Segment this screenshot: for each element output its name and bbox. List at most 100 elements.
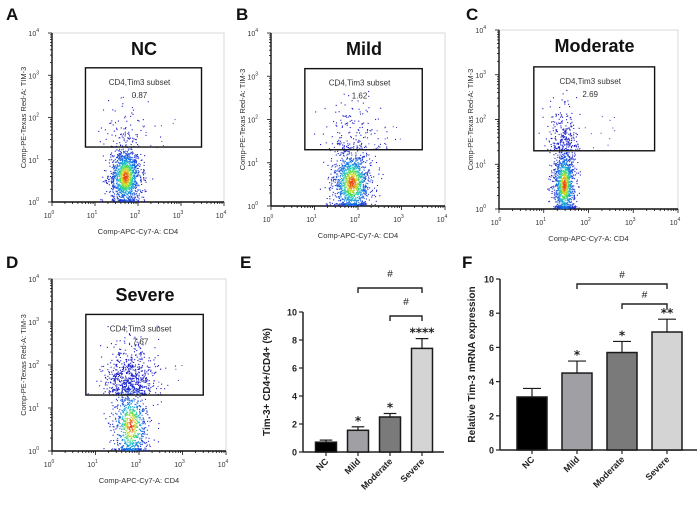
event-dot [344,199,346,201]
flow-title: Moderate [554,36,634,56]
event-dot [141,159,143,161]
event-dot [347,191,349,194]
event-dot [351,180,353,182]
event-dot [99,141,101,143]
event-dot [562,169,564,171]
event-dot [571,137,573,139]
event-dot [564,168,566,171]
event-dot [564,180,566,183]
event-dot [567,164,569,166]
event-dot [351,122,354,124]
event-dot [574,206,576,208]
event-dot [371,196,373,198]
panel-letter-f: F [462,253,472,272]
event-dot [370,179,372,181]
event-dot [360,203,362,205]
event-dot [343,162,345,164]
event-dot [105,170,107,172]
event-dot [129,184,132,186]
event-dot [362,188,364,190]
event-dot [341,173,343,175]
event-dot [362,202,364,204]
event-dot [560,157,562,159]
event-dot [347,187,349,189]
event-dot [125,178,127,180]
event-dot [357,194,359,196]
event-dot [144,191,146,193]
event-dot [145,177,147,179]
event-dot [117,359,119,361]
event-dot [119,200,121,202]
event-dot [126,187,128,189]
event-dot [360,166,363,168]
flow-plot-severe: 100 101 102 103 104100101102103104Comp-APC-C… [19,274,229,485]
event-dot [558,169,560,171]
event-dot [132,180,134,182]
event-dot [137,173,139,175]
event-dot [355,139,357,141]
event-dot [127,199,130,201]
event-dot [116,197,118,199]
event-dot [565,192,568,194]
event-dot [564,164,567,166]
event-dot [351,167,353,169]
event-dot [358,178,360,181]
event-dot [111,177,113,179]
event-dot [355,164,357,166]
event-dot [613,117,615,119]
event-dot [561,195,563,197]
event-dot [566,187,568,189]
event-dot [352,176,354,178]
event-dot [127,381,129,383]
event-dot [567,176,569,178]
event-dot [559,193,561,195]
event-dot [553,177,555,179]
event-dot [112,199,114,201]
event-dot [135,162,137,164]
event-dot [131,400,133,402]
event-dot [123,150,125,152]
event-dot [127,425,129,427]
event-dot [144,200,146,202]
event-dot [558,163,560,165]
event-dot [339,191,341,193]
event-dot [127,137,129,139]
event-dot [563,144,565,146]
event-dot [560,205,562,207]
event-dot [137,449,139,451]
event-dot [329,203,331,205]
event-dot [558,187,560,189]
event-dot [138,367,140,369]
event-dot [347,177,349,179]
event-dot [561,138,563,140]
event-dot [134,376,136,378]
event-dot [346,172,348,174]
event-dot [353,142,355,144]
event-dot [561,201,563,203]
event-dot [561,205,563,207]
event-dot [112,200,114,202]
event-dot [132,445,134,447]
event-dot [350,203,352,205]
event-dot [569,207,571,209]
event-dot [567,160,569,162]
event-dot [115,169,117,171]
event-dot [351,198,353,200]
event-dot [117,156,119,158]
event-dot [118,183,121,186]
event-dot [560,133,562,135]
event-dot [553,124,555,126]
event-dot [121,160,123,162]
event-dot [336,125,338,127]
event-dot [556,207,558,209]
event-dot [553,147,555,149]
event-dot [343,203,345,205]
event-dot [570,170,573,172]
event-dot [360,162,363,164]
event-dot [564,202,566,204]
event-dot [386,137,388,139]
event-dot [122,188,124,191]
event-dot [119,169,121,171]
event-dot [112,164,115,166]
event-dot [566,153,568,155]
